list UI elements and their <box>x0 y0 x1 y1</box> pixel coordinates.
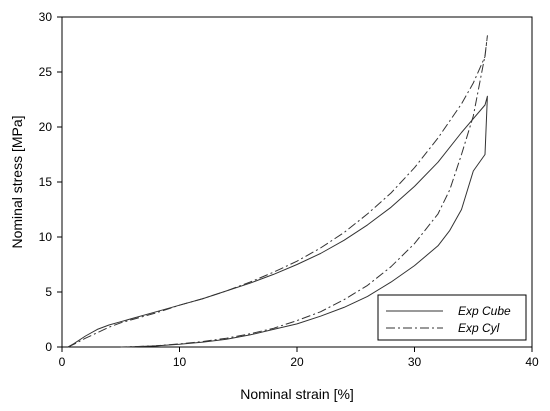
y-tick-label: 30 <box>39 10 53 24</box>
legend-label-exp-cube: Exp Cube <box>458 304 511 318</box>
y-tick-label: 0 <box>45 340 52 354</box>
series-group <box>67 35 488 348</box>
legend-label-exp-cyl: Exp Cyl <box>458 321 500 335</box>
x-tick-label: 0 <box>59 355 66 369</box>
y-tick-label: 15 <box>39 175 53 189</box>
x-axis-title: Nominal strain [%] <box>240 386 354 402</box>
legend-box <box>377 294 527 341</box>
x-tick-label: 20 <box>290 355 304 369</box>
y-tick-label: 10 <box>39 230 53 244</box>
x-tick-label: 30 <box>408 355 422 369</box>
tick-group: 0 10 20 30 40 0 5 10 15 20 25 30 <box>39 10 539 369</box>
y-tick-label: 20 <box>39 120 53 134</box>
series-line-exp-cyl <box>67 35 488 348</box>
y-tick-label: 5 <box>45 285 52 299</box>
series-line-exp-cube <box>67 95 488 348</box>
y-axis-title: Nominal stress [MPa] <box>9 115 25 248</box>
x-tick-label: 40 <box>525 355 539 369</box>
y-tick-label: 25 <box>39 65 53 79</box>
x-tick-label: 10 <box>173 355 187 369</box>
legend: Exp Cube Exp Cyl <box>377 294 527 341</box>
